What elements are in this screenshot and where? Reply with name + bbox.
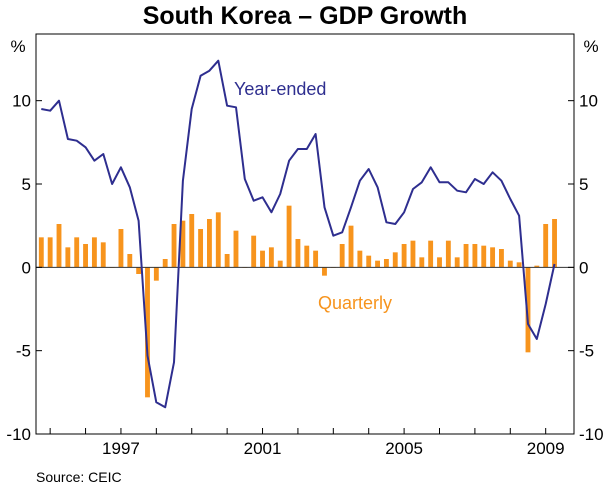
right-unit-label: % xyxy=(583,37,598,56)
quarterly-bar xyxy=(268,247,274,268)
quarterly-bar xyxy=(348,225,354,268)
quarterly-bar xyxy=(233,230,239,268)
quarterly-bar xyxy=(295,239,301,268)
quarterly-bar xyxy=(463,244,469,268)
quarterly-bar xyxy=(198,229,204,268)
x-axis-ticks: 1997 2001 2005 2009 xyxy=(49,428,565,458)
quarterly-bar xyxy=(215,212,221,268)
quarterly-bar xyxy=(100,242,106,268)
y-tick-label-right: 5 xyxy=(579,175,588,194)
quarterly-bar xyxy=(171,224,177,268)
quarterly-bar xyxy=(38,237,44,268)
x-tick-label: 2009 xyxy=(527,439,565,458)
quarterly-bar xyxy=(118,229,124,268)
quarterly-bar xyxy=(454,257,460,268)
year-ended-label: Year-ended xyxy=(234,79,326,99)
quarterly-bar xyxy=(516,262,522,268)
quarterly-bar xyxy=(91,237,97,268)
quarterly-bar xyxy=(304,245,310,268)
quarterly-bar xyxy=(419,257,425,268)
y-tick-label-left: 0 xyxy=(22,258,31,277)
plot-frame xyxy=(35,33,575,435)
quarterly-bar xyxy=(56,224,62,268)
quarterly-bar xyxy=(277,260,283,268)
source-note: Source: CEIC xyxy=(36,469,122,485)
quarterly-bar xyxy=(499,249,504,268)
x-tick-label: 1997 xyxy=(102,439,140,458)
y-tick-label-left: -5 xyxy=(16,342,31,361)
quarterly-bar xyxy=(74,237,80,268)
quarterly-bar xyxy=(286,205,292,268)
y-tick-label-right: -10 xyxy=(579,425,604,444)
quarterly-bar xyxy=(189,214,195,268)
quarterly-bar xyxy=(375,260,380,268)
quarterly-bar xyxy=(313,250,319,268)
quarterly-bar xyxy=(136,267,142,274)
quarterly-bar xyxy=(339,244,345,268)
quarterly-bar xyxy=(47,237,53,268)
quarterly-bar xyxy=(251,235,257,268)
y-tick-label-left: -10 xyxy=(6,425,31,444)
quarterly-bar xyxy=(490,247,496,268)
quarterly-bar xyxy=(357,250,363,268)
quarterly-bar xyxy=(507,260,513,268)
quarterly-bars xyxy=(38,205,557,398)
quarterly-bar xyxy=(401,244,407,268)
y-tick-label-left: 5 xyxy=(22,175,31,194)
quarterly-bar xyxy=(83,244,88,268)
quarterly-bar xyxy=(260,250,265,268)
y-axis-ticks: 10 10 5 5 0 0 -5 -5 -10 -10 xyxy=(6,92,603,444)
quarterly-bar xyxy=(65,247,71,268)
quarterly-bar xyxy=(410,240,416,268)
quarterly-bar xyxy=(437,257,442,268)
quarterly-bar xyxy=(207,219,212,268)
quarterly-bar xyxy=(127,254,133,268)
quarterly-bar xyxy=(224,254,230,268)
quarterly-bar xyxy=(534,265,540,268)
left-unit-label: % xyxy=(10,37,25,56)
quarterly-bar xyxy=(472,244,478,268)
x-tick-label: 2005 xyxy=(385,439,423,458)
quarterly-bar xyxy=(445,240,451,268)
quarterly-bar xyxy=(145,267,150,398)
quarterly-bar xyxy=(552,219,557,268)
quarterly-bar xyxy=(525,267,531,353)
chart-title: South Korea – GDP Growth xyxy=(143,2,468,30)
y-tick-label-left: 10 xyxy=(12,92,31,111)
x-tick-label: 2001 xyxy=(244,439,282,458)
quarterly-bar xyxy=(481,245,487,268)
quarterly-bar xyxy=(162,259,168,268)
quarterly-bar xyxy=(428,240,434,268)
y-tick-label-right: -5 xyxy=(579,342,594,361)
quarterly-bar xyxy=(383,259,389,268)
y-tick-label-right: 10 xyxy=(579,92,598,111)
quarterly-bar xyxy=(153,267,159,281)
quarterly-bar xyxy=(366,255,372,268)
quarterly-bar xyxy=(392,252,398,268)
quarterly-bar xyxy=(543,224,549,268)
year-ended-line xyxy=(41,59,556,409)
quarterly-bar xyxy=(180,220,186,268)
quarterly-label: Quarterly xyxy=(318,293,392,313)
y-tick-label-right: 0 xyxy=(579,258,588,277)
quarterly-bar xyxy=(322,267,327,276)
